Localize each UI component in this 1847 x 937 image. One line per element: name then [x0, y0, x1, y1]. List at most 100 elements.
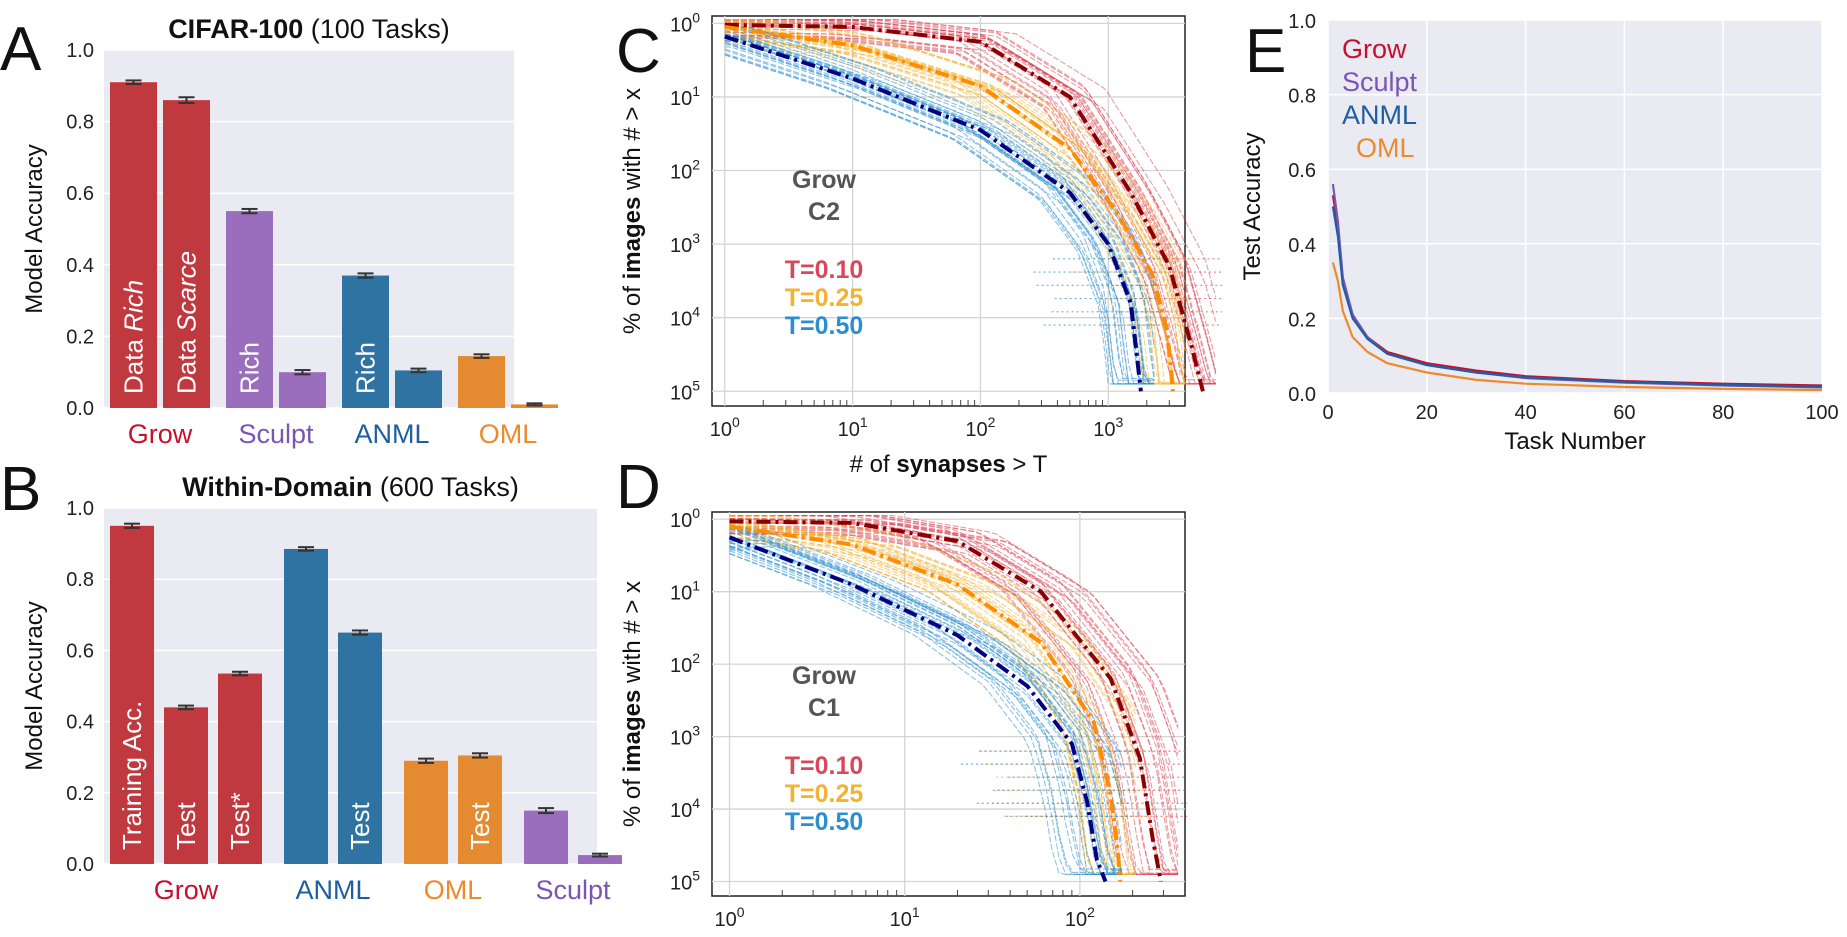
- inset-title-line1: Grow: [792, 166, 856, 194]
- x-tick-label: 102: [965, 414, 995, 441]
- x-tick-label: 80: [1712, 402, 1734, 424]
- sample-line-1: [729, 524, 1136, 875]
- panel-letter: A: [0, 15, 42, 84]
- y-tick-label: 0.8: [66, 112, 94, 134]
- sample-line-2: [729, 553, 1122, 875]
- sample-line-2: [724, 26, 1155, 284]
- sample-line-2: [724, 26, 1155, 293]
- sample-line-1: [724, 21, 1185, 383]
- bar-sculpt: [226, 211, 273, 408]
- sample-line-2: [724, 46, 1155, 385]
- y-tick-label-base: 10: [670, 382, 692, 404]
- bar-label: Rich: [235, 342, 265, 394]
- bar-label-text: Training Acc.: [117, 701, 147, 850]
- x-tick-label-base: 10: [710, 419, 732, 441]
- sample-line-2: [729, 524, 1122, 870]
- bar-label-text: Test*: [225, 792, 255, 850]
- sample-line-1: [724, 36, 1186, 373]
- y-tick-label: 0.2: [66, 326, 94, 348]
- y-tick-label: 101: [670, 83, 700, 110]
- bar-grow: [110, 525, 154, 864]
- sample-line-2: [729, 550, 1122, 875]
- y-label-post: with # > x: [619, 581, 646, 690]
- sample-line-2: [729, 541, 1122, 875]
- y-tick-label: 105: [670, 868, 700, 895]
- sample-line-1: [729, 515, 1137, 711]
- sample-line-0: [729, 515, 1178, 875]
- sample-line-2: [729, 552, 1122, 875]
- x-tick-label: 60: [1613, 402, 1635, 424]
- sample-line-2: [729, 549, 1123, 804]
- y-tick-label-exp: 4: [692, 304, 700, 320]
- series-line-anml: [1331, 206, 1823, 388]
- bar-grow: [164, 707, 208, 864]
- y-tick-label: 0.0: [66, 854, 94, 876]
- sample-line-2: [729, 539, 1123, 804]
- y-tick-label: 104: [670, 795, 700, 822]
- sample-line-2: [724, 42, 1155, 385]
- bar-label: Data Rich: [119, 280, 149, 394]
- panel-letter: D: [616, 453, 661, 522]
- y-tick-label: 101: [670, 578, 700, 605]
- category-label-anml: ANML: [295, 875, 370, 905]
- bar-label-text: Data: [119, 332, 149, 394]
- bar-label-text: Test: [465, 802, 495, 850]
- sample-line-2: [724, 24, 1155, 381]
- x-tick-label-base: 10: [1065, 909, 1087, 931]
- y-tick-label: 0.4: [66, 712, 94, 734]
- x-axis-title: # of synapses > T: [850, 451, 1048, 478]
- y-tick-label-base: 10: [670, 728, 692, 750]
- y-tick-label: 103: [670, 230, 700, 257]
- x-tick-label: 101: [838, 414, 868, 441]
- legend-entry-sculpt: Sculpt: [1342, 67, 1418, 97]
- panel-letter: E: [1245, 17, 1286, 86]
- inset-title-line1: Grow: [792, 662, 856, 690]
- bar-anml: [338, 632, 382, 864]
- y-tick-label-exp: 5: [692, 377, 700, 393]
- bar-label-text: Test: [171, 802, 201, 850]
- legend-entry-2: T=0.50: [785, 808, 864, 836]
- y-tick-label-exp: 2: [692, 650, 700, 666]
- bar-label-italic: Rich: [119, 280, 149, 332]
- bar-sculpt: [279, 372, 326, 408]
- sample-line-2: [729, 541, 1122, 873]
- y-tick-label: 0.6: [66, 640, 94, 662]
- bar-oml: [404, 760, 448, 864]
- legend-entry-grow: Grow: [1342, 34, 1407, 64]
- y-tick-label: 103: [670, 723, 700, 750]
- y-tick-label: 102: [670, 650, 700, 677]
- bar-label: Test: [465, 802, 495, 850]
- title-rest: (600 Tasks): [372, 472, 519, 502]
- y-tick-label: 100: [670, 505, 700, 532]
- bar-label: Data Scarce: [172, 251, 202, 394]
- y-tick-label-base: 10: [670, 14, 692, 36]
- sample-line-2: [724, 34, 1155, 385]
- sample-line-1: [729, 520, 1136, 875]
- x-tick-label: 20: [1416, 402, 1438, 424]
- y-label-pre: % of: [619, 772, 646, 827]
- x-tick-label: 0: [1322, 402, 1333, 424]
- category-label-anml: ANML: [354, 419, 429, 449]
- bar-oml: [458, 356, 505, 408]
- mean-curve-1: [729, 524, 1123, 882]
- y-tick-label-exp: 1: [692, 83, 700, 99]
- y-axis-title: Model Accuracy: [21, 601, 48, 770]
- x-tick-label: 102: [1065, 904, 1095, 931]
- category-label-grow: Grow: [154, 875, 219, 905]
- sample-line-1: [729, 515, 1137, 726]
- y-tick-label-exp: 5: [692, 868, 700, 884]
- sample-line-1: [724, 19, 1186, 380]
- sample-line-2: [729, 525, 1122, 871]
- x-tick-label-base: 10: [1093, 419, 1115, 441]
- legend-entry-2: T=0.50: [785, 312, 864, 340]
- panel-e: E 0 20 40 60 80 100 0.0 0.2 0.4 0.6 0.8 1.0 GrowSculp…: [1239, 11, 1839, 455]
- x-tick-label-exp: 2: [988, 414, 996, 430]
- y-tick-label-base: 10: [670, 655, 692, 677]
- x-tick-label: 103: [1093, 414, 1123, 441]
- y-axis-title: Model Accuracy: [21, 144, 48, 313]
- y-tick-label: 100: [670, 9, 700, 36]
- sample-line-1: [729, 527, 1136, 875]
- y-tick-label-base: 10: [670, 88, 692, 110]
- y-tick-label: 0.2: [1288, 309, 1316, 331]
- bar-grow: [163, 100, 210, 409]
